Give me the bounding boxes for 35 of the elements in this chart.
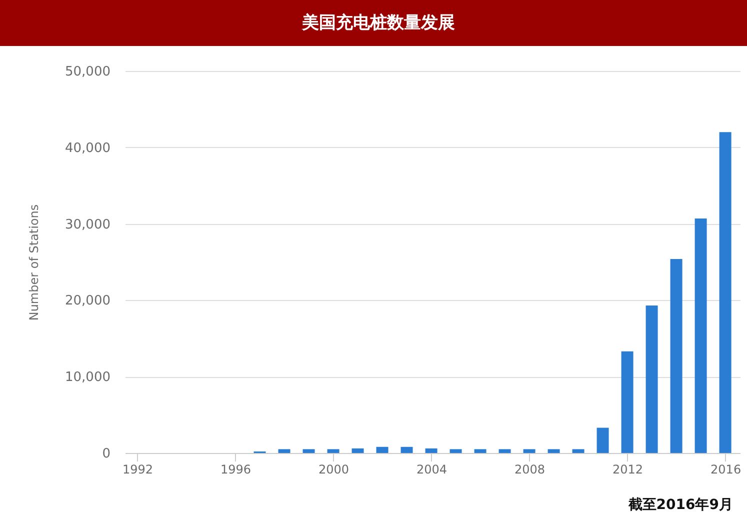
x-tick-label: 1992 <box>122 462 154 476</box>
bar <box>670 258 682 453</box>
y-tick-label: 10,000 <box>65 370 110 386</box>
bar <box>596 428 609 453</box>
x-tick-label: 2012 <box>612 462 644 476</box>
bar <box>327 449 340 453</box>
bar <box>474 449 486 453</box>
bar <box>719 132 732 453</box>
text: 截至2016年9月 <box>627 497 733 513</box>
y-axis-title: Number of Stations <box>27 204 42 321</box>
y-tick-label: 0 <box>102 446 110 462</box>
bar <box>694 218 707 453</box>
y-tick-label: 50,000 <box>65 64 110 80</box>
bar <box>523 449 536 453</box>
bar <box>572 449 584 453</box>
y-tick-label: 20,000 <box>65 294 110 309</box>
bar <box>646 306 658 453</box>
bar <box>400 446 413 453</box>
x-tick-label: 2000 <box>318 462 350 476</box>
y-tick-label: 30,000 <box>65 217 110 232</box>
x-tick-label: 2016 <box>710 462 742 476</box>
x-tick-label: 1996 <box>220 462 252 476</box>
y-tick-label: 40,000 <box>65 140 110 156</box>
bar <box>621 351 634 453</box>
bar <box>376 446 388 453</box>
bar <box>498 449 511 453</box>
bar <box>548 449 560 453</box>
bar <box>450 449 462 453</box>
x-tick-label: 2004 <box>416 462 448 476</box>
bar <box>352 448 364 453</box>
bar <box>302 449 315 453</box>
bar <box>425 448 438 453</box>
x-tick-label: 2008 <box>514 462 546 476</box>
chart-title: 美国充电桩数量发展 <box>301 13 455 33</box>
bar <box>278 449 290 453</box>
